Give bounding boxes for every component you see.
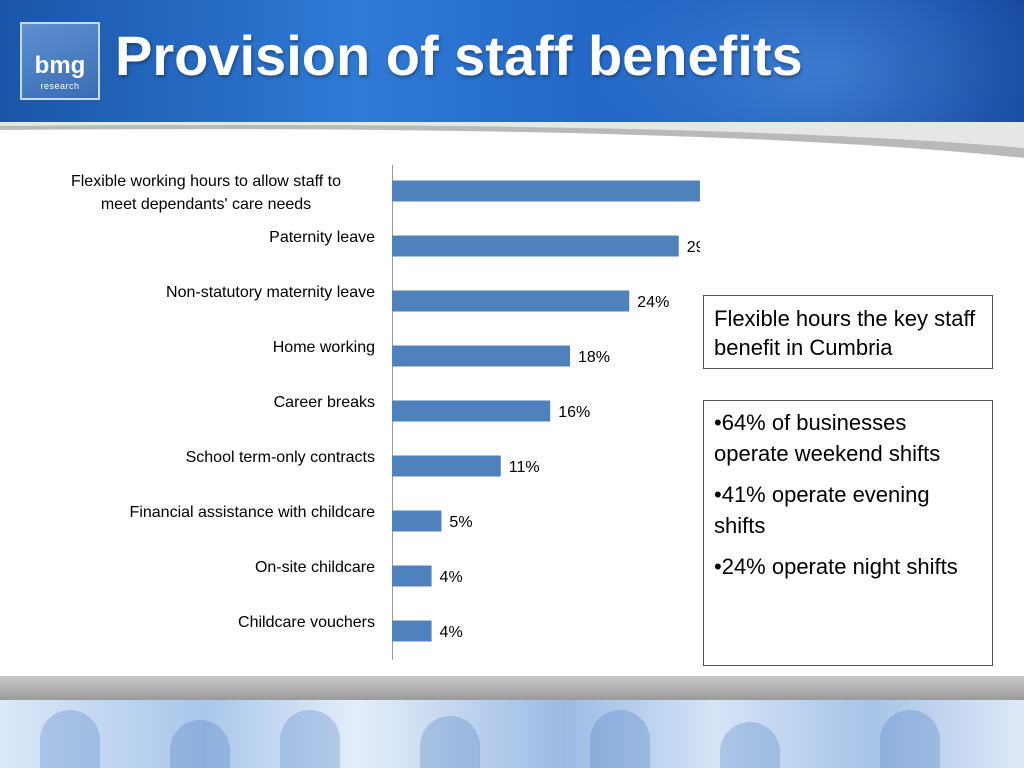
callout-bullet: •41% operate evening shifts [714,482,930,538]
callout-bullet: •24% operate night shifts [714,554,958,579]
person-silhouette [720,722,780,768]
bar-value-label: 11% [509,459,540,476]
page-title: Provision of staff benefits [115,24,803,87]
bar [392,235,679,257]
bar-value-label: 18% [578,349,610,366]
bar [392,345,570,367]
bar [392,180,700,202]
category-label: Childcare vouchers [238,614,375,631]
bar-chart-svg: 53%Flexible working hours to allow staff… [71,173,700,642]
bar-value-label: 4% [440,569,463,586]
bar [392,620,432,642]
person-silhouette [280,710,340,768]
person-silhouette [420,716,480,768]
bar [392,455,501,477]
footer-band [0,676,1024,700]
logo-subtext: research [40,81,80,91]
bar [392,290,630,312]
person-silhouette [880,710,940,768]
header-swoosh [0,122,1024,158]
category-label: Financial assistance with childcare [130,504,376,521]
bar-value-label: 24% [637,294,669,311]
bar-value-label: 4% [440,624,463,641]
bmg-research-logo: bmg research [20,22,100,100]
category-label: Home working [273,339,375,356]
bar [392,510,442,532]
category-label: On-site childcare [255,559,375,576]
category-label: Paternity leave [269,229,375,246]
callout-bullets-box: •64% of businesses operate weekend shift… [703,400,993,666]
category-label: School term-only contracts [186,449,375,466]
callout-bullet: •64% of businesses operate weekend shift… [714,410,941,466]
logo-text: bmg [34,52,86,79]
bar-value-label: 29% [687,239,700,256]
bar [392,565,432,587]
bar-value-label: 16% [558,404,590,421]
person-silhouette [40,710,100,768]
header-banner: bmg research Provision of staff benefits [0,0,1024,122]
footer-photo-strip [0,700,1024,768]
category-label: Non-statutory maternity leave [166,284,375,301]
category-label: Flexible working hours to allow staff to… [71,173,341,213]
person-silhouette [170,720,230,768]
person-silhouette [590,710,650,768]
bar [392,400,551,422]
callout-headline-box: Flexible hours the key staff benefit in … [703,295,993,369]
bar-value-label: 5% [449,514,472,531]
callout-headline: Flexible hours the key staff benefit in … [714,306,976,360]
category-label: Career breaks [274,394,375,411]
